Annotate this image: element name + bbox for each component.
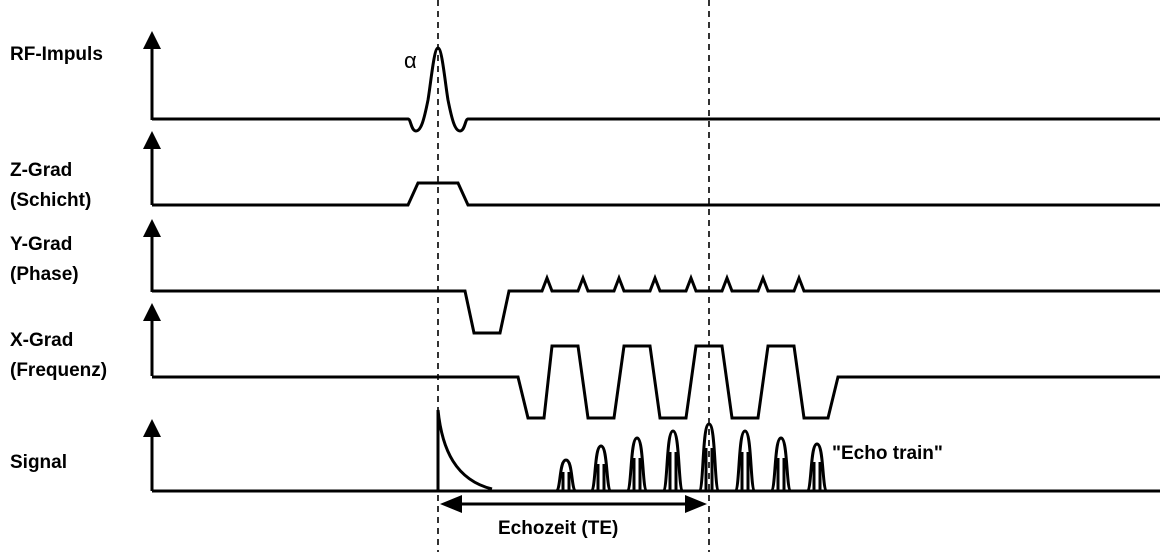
flip-angle-label: α [404, 48, 417, 73]
x-grad-sublabel: (Frequenz) [10, 360, 107, 381]
echo-peak-7 [769, 436, 793, 493]
y-grad-trace [152, 273, 1160, 335]
y-grad-sublabel: (Phase) [10, 264, 79, 285]
z-grad-label: Z-Grad [10, 160, 72, 181]
z-grad-trace [152, 181, 1160, 207]
echo-time-arrowhead-left [440, 495, 462, 513]
echo-peak-1 [554, 458, 578, 493]
x-grad-trace [152, 344, 1160, 420]
rf-label: RF-Impuls [10, 44, 103, 65]
echo-peak-8 [805, 442, 829, 493]
fid-decay [436, 409, 493, 491]
echo-train-label: "Echo train" [832, 443, 943, 464]
echo-peak-2 [589, 444, 613, 493]
echo-peak-6 [733, 429, 757, 493]
y-grad-label: Y-Grad [10, 234, 72, 255]
echo-peak-4 [661, 429, 685, 493]
rf-trace [152, 46, 1160, 133]
z-grad-sublabel: (Schicht) [10, 190, 91, 211]
echo-peak-3 [625, 436, 649, 493]
echo-time-arrowhead-right [685, 495, 707, 513]
echo-time-label: Echozeit (TE) [498, 518, 618, 539]
echo-peaks [554, 422, 829, 493]
signal-label: Signal [10, 452, 67, 473]
echo-time-arrow [440, 495, 707, 513]
x-grad-label: X-Grad [10, 330, 73, 351]
